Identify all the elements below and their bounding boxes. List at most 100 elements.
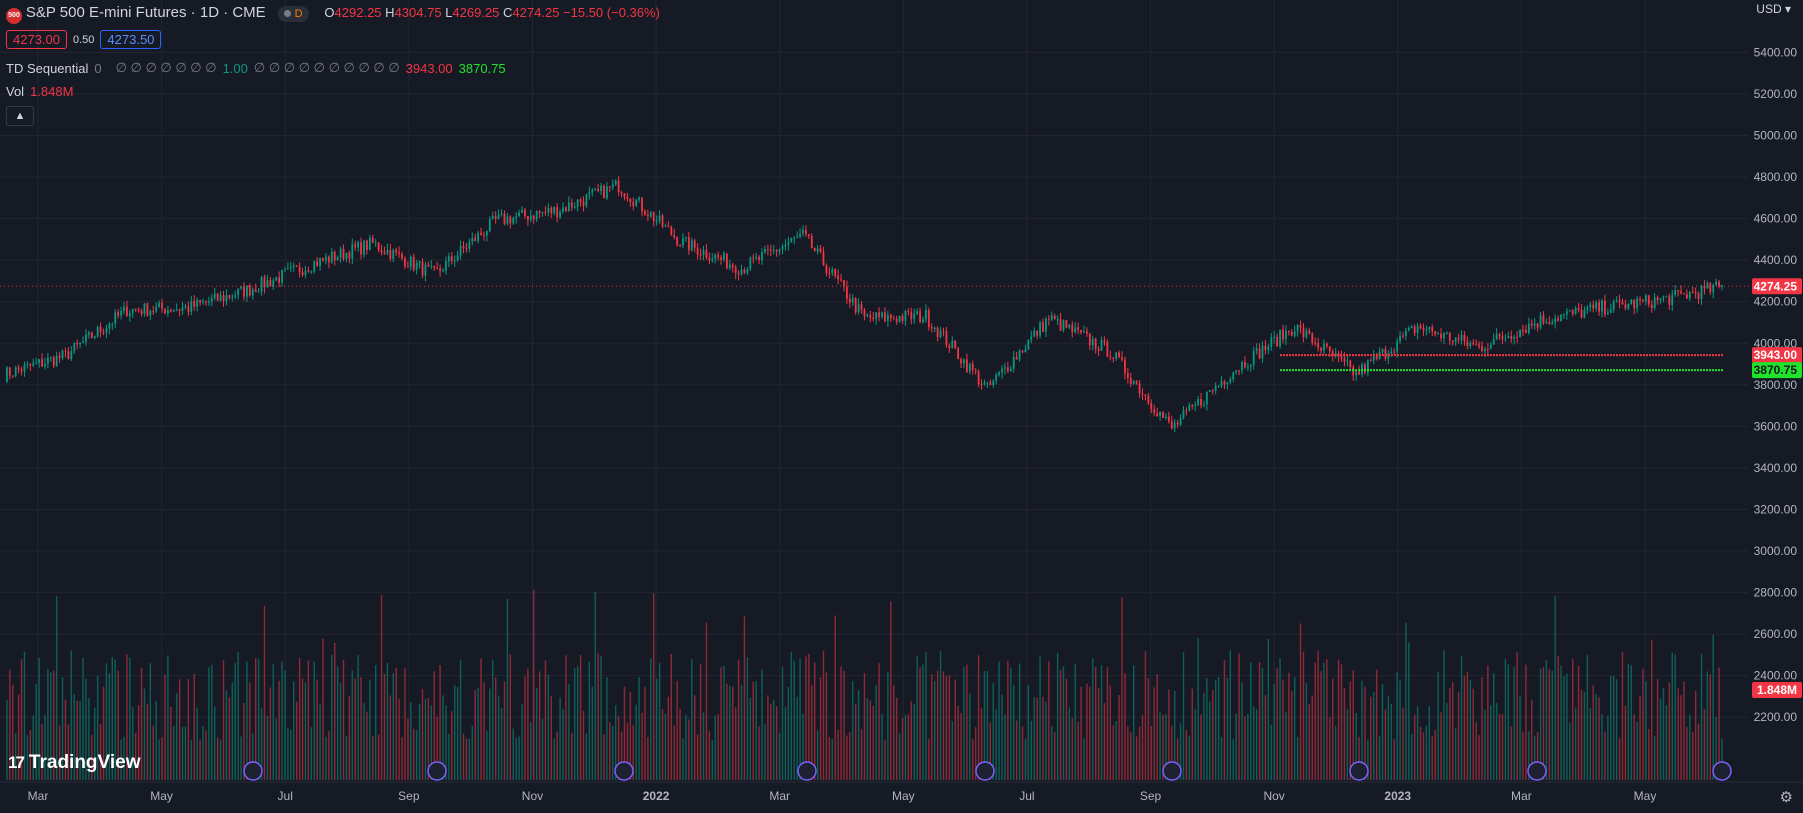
candle-body: [1033, 330, 1036, 337]
candle-body: [977, 371, 980, 384]
candle-body: [910, 312, 913, 320]
candle-body: [228, 295, 231, 298]
candle-body: [210, 298, 213, 302]
candle-body: [1208, 390, 1211, 392]
collapse-legend-button[interactable]: ▲: [6, 106, 34, 126]
event-marker-icon[interactable]: [243, 761, 263, 781]
volume-legend[interactable]: Vol 1.848M: [6, 84, 73, 99]
candle-body: [1366, 360, 1369, 373]
candle-body: [1495, 334, 1498, 340]
candle-body: [1589, 304, 1592, 308]
candle-body: [521, 209, 523, 213]
time-axis: Mar May Jul Sep Nov 2022 Mar May Jul Sep Nov 2023 Ma…: [0, 781, 1803, 803]
event-marker-icon[interactable]: [1712, 761, 1732, 781]
candle-body: [1548, 322, 1551, 325]
candle-body: [368, 237, 371, 251]
candle-body: [881, 312, 883, 317]
candle-body: [690, 240, 693, 251]
candle-body: [269, 280, 272, 287]
candle-body: [591, 189, 594, 193]
candle-body: [1085, 331, 1088, 334]
candle-body: [594, 188, 597, 190]
candle-body: [1165, 416, 1167, 418]
candle-body: [266, 280, 269, 288]
candle-body: [696, 247, 699, 255]
candle-body: [392, 249, 395, 259]
candle-body: [723, 253, 725, 260]
candle-body: [559, 212, 561, 218]
candle-body: [854, 298, 857, 313]
buy-button[interactable]: 4273.50: [100, 30, 162, 49]
volume-tag: 1.848M: [1757, 683, 1797, 697]
candle-body: [248, 285, 251, 296]
candle-body: [1481, 346, 1483, 352]
candle-body: [1004, 367, 1006, 369]
currency-selector[interactable]: USD ▾: [1756, 2, 1791, 16]
candle-body: [219, 295, 222, 301]
candle-body: [734, 267, 737, 274]
settings-gear-icon[interactable]: ⚙: [1779, 789, 1793, 806]
tradingview-logo[interactable]: 17 TradingView: [8, 752, 141, 774]
spread-value: 0.50: [73, 33, 95, 46]
candle-body: [538, 211, 541, 213]
candle-body: [629, 199, 632, 203]
candle-body: [23, 364, 26, 372]
td-sequential-legend[interactable]: TD Sequential 0 ∅ ∅ ∅ ∅ ∅ ∅ ∅ 1.00 ∅ ∅ ∅…: [6, 60, 506, 76]
candle-body: [895, 318, 898, 322]
candle-body: [1282, 329, 1284, 340]
candle-body: [216, 293, 219, 301]
candle-body: [146, 303, 149, 316]
candle-body: [749, 257, 752, 270]
support-tag: 3870.75: [1754, 363, 1798, 377]
candle-body: [682, 238, 684, 246]
event-marker-icon[interactable]: [975, 761, 995, 781]
sell-button[interactable]: 4273.00: [6, 30, 67, 49]
candle-body: [1065, 320, 1068, 328]
candle-body: [1486, 349, 1489, 351]
candle-body: [1425, 329, 1428, 331]
candle-body: [439, 268, 441, 271]
event-marker-icon[interactable]: [797, 761, 817, 781]
indicator-name[interactable]: TD Sequential: [6, 60, 89, 76]
candle-body: [673, 234, 676, 238]
event-marker-icon[interactable]: [1162, 761, 1182, 781]
candle-body: [562, 207, 564, 213]
symbol-title[interactable]: S&P 500 E-mini Futures · 1D · CME: [25, 4, 266, 21]
event-marker-icon[interactable]: [1349, 761, 1369, 781]
candle-body: [1053, 315, 1056, 320]
candle-body: [82, 341, 84, 343]
candle-body: [875, 312, 878, 319]
candle-body: [41, 359, 43, 367]
candle-body: [11, 375, 14, 377]
status-dot-icon: [283, 10, 291, 17]
candle-body: [597, 188, 600, 192]
candle-body: [1519, 329, 1521, 338]
candle-body: [342, 248, 345, 259]
candle-body: [775, 249, 778, 252]
event-marker-icon[interactable]: [427, 761, 447, 781]
candle-body: [445, 261, 447, 271]
candle-body: [336, 257, 339, 261]
candle-body: [632, 202, 635, 206]
candle-body: [322, 257, 324, 261]
event-marker-icon[interactable]: [614, 761, 634, 781]
candle-body: [565, 207, 567, 212]
candle-body: [1138, 383, 1141, 394]
candle-body: [778, 249, 781, 252]
candle-body: [1405, 330, 1407, 337]
candle-body: [606, 186, 608, 199]
candle-body: [1071, 324, 1074, 333]
candle-body: [1194, 404, 1197, 406]
candle-body: [471, 237, 474, 243]
candle-body: [1200, 399, 1202, 406]
candle-body: [930, 326, 933, 329]
volume-name[interactable]: Vol: [6, 84, 25, 99]
market-status-badge[interactable]: D: [277, 5, 309, 22]
candle-body: [623, 193, 626, 197]
candle-body: [90, 332, 93, 338]
y-tick-label: 4800.00: [1754, 170, 1798, 184]
candle-body: [161, 302, 163, 309]
candle-body: [1671, 294, 1674, 305]
event-marker-icon[interactable]: [1527, 761, 1547, 781]
